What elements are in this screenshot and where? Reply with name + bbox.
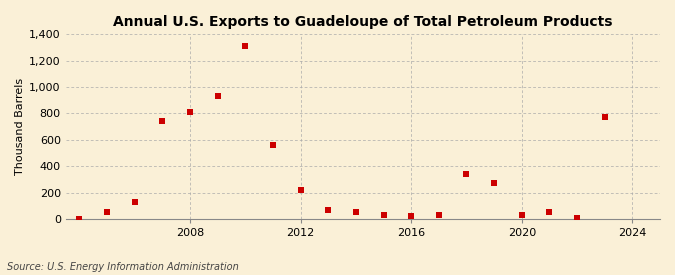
Point <box>130 200 140 204</box>
Point <box>74 216 85 221</box>
Point <box>323 208 333 213</box>
Point <box>572 215 583 220</box>
Point <box>185 110 196 114</box>
Point <box>544 210 555 214</box>
Point <box>350 210 361 214</box>
Point <box>378 213 389 217</box>
Point <box>295 188 306 192</box>
Point <box>489 181 500 186</box>
Point <box>157 119 168 123</box>
Point <box>599 115 610 120</box>
Point <box>213 94 223 98</box>
Point <box>240 44 250 48</box>
Point <box>433 213 444 217</box>
Y-axis label: Thousand Barrels: Thousand Barrels <box>15 78 25 175</box>
Title: Annual U.S. Exports to Guadeloupe of Total Petroleum Products: Annual U.S. Exports to Guadeloupe of Tot… <box>113 15 613 29</box>
Point <box>102 210 113 214</box>
Point <box>516 213 527 217</box>
Point <box>267 143 278 147</box>
Text: Source: U.S. Energy Information Administration: Source: U.S. Energy Information Administ… <box>7 262 238 272</box>
Point <box>406 213 416 218</box>
Point <box>461 172 472 176</box>
